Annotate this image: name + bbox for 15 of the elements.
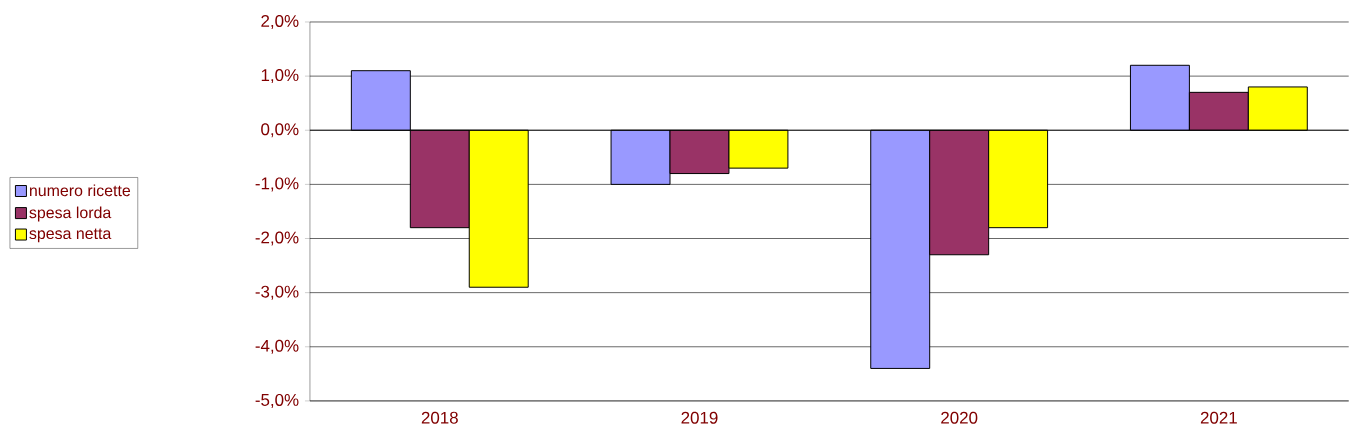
y-tick-label: 1,0% [261, 69, 299, 84]
x-tick-label: 2018 [421, 411, 458, 424]
x-tick-label: 2020 [941, 411, 978, 424]
x-tick-label: 2021 [1200, 411, 1237, 424]
y-tick-label: 2,0% [261, 15, 299, 30]
legend-label: spesa netta [29, 228, 112, 243]
legend-label: spesa lorda [29, 206, 112, 222]
y-tick-label: 0,0% [261, 123, 299, 138]
y-tick-label: -4,0% [255, 339, 299, 354]
legend-label: numero ricette [29, 184, 131, 197]
y-tick-label: -1,0% [255, 177, 299, 192]
y-tick-label: -2,0% [255, 231, 299, 246]
x-tick-label: 2019 [681, 411, 718, 424]
y-tick-label: -3,0% [255, 285, 299, 300]
y-tick-label: -5,0% [255, 393, 299, 408]
